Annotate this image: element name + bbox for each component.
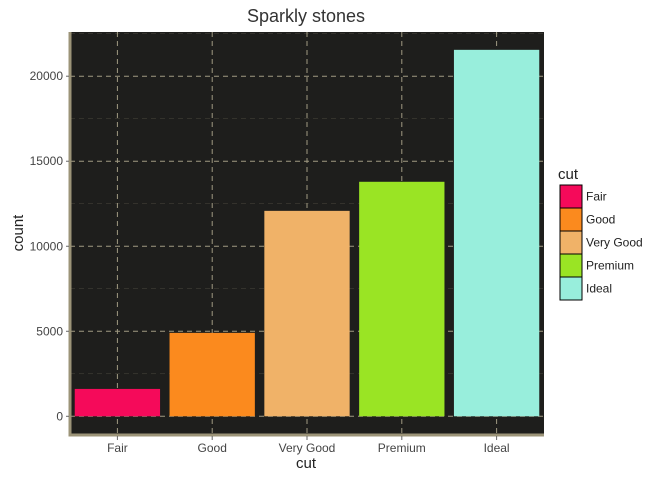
legend-label: Very Good — [586, 236, 643, 250]
legend: cut Fair Good Very Good Premium Ideal — [558, 166, 643, 301]
x-tick-label: Ideal — [484, 441, 510, 455]
legend-label: Ideal — [586, 282, 612, 296]
bar-ideal — [453, 49, 540, 417]
y-tick-label: 5000 — [36, 324, 63, 338]
x-tick-label: Premium — [378, 441, 426, 455]
y-tick-label: 20000 — [30, 69, 64, 83]
legend-label: Premium — [586, 259, 634, 273]
chart-title: Sparkly stones — [247, 6, 365, 26]
bar-good — [169, 332, 255, 417]
legend-key-premium — [559, 253, 583, 278]
y-axis-ticks: 0 5000 10000 15000 20000 — [30, 69, 69, 423]
x-axis-ticks: Fair Good Very Good Premium Ideal — [107, 436, 510, 455]
y-tick-label: 10000 — [30, 239, 64, 253]
y-tick-label: 0 — [56, 409, 63, 423]
legend-key-ideal — [559, 276, 583, 301]
x-axis-title: cut — [296, 455, 317, 472]
bar-premium — [359, 181, 445, 417]
x-tick-label: Very Good — [279, 441, 336, 455]
legend-label: Fair — [586, 190, 607, 204]
y-tick-label: 15000 — [30, 154, 64, 168]
bars — [74, 49, 540, 417]
legend-label: Good — [586, 213, 615, 227]
y-axis-title: count — [10, 214, 27, 252]
bar-fair — [74, 388, 161, 417]
legend-key-very-good — [559, 230, 583, 255]
legend-key-good — [559, 207, 583, 232]
legend-title: cut — [558, 166, 579, 183]
legend-items: Fair Good Very Good Premium Ideal — [559, 184, 643, 301]
bar-very-good — [264, 210, 350, 417]
x-tick-label: Fair — [107, 441, 128, 455]
x-tick-label: Good — [198, 441, 227, 455]
legend-key-fair — [559, 184, 583, 209]
